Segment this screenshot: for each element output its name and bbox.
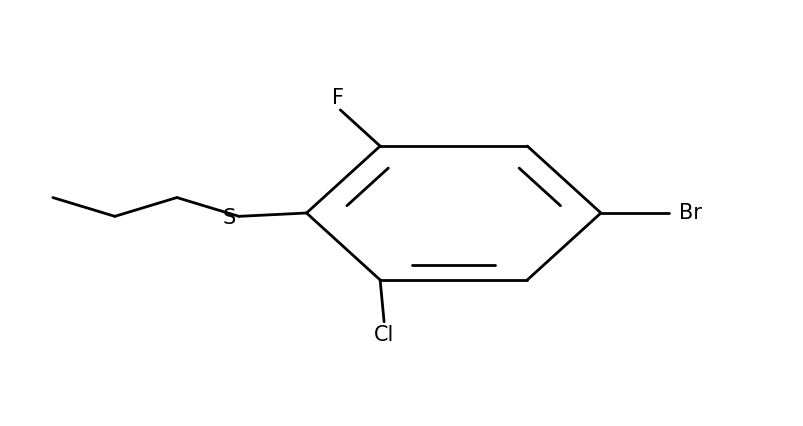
Text: Br: Br bbox=[679, 203, 701, 223]
Text: S: S bbox=[222, 207, 235, 227]
Text: Cl: Cl bbox=[373, 325, 393, 345]
Text: F: F bbox=[332, 88, 344, 108]
